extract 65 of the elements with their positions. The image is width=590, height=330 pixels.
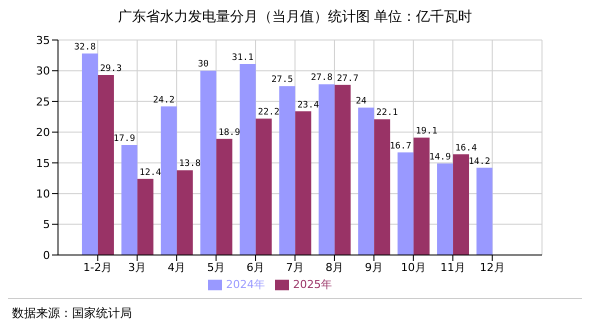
bar <box>137 178 154 255</box>
bar <box>279 86 296 255</box>
bar <box>476 168 492 255</box>
y-tick-label: 30 <box>36 64 50 78</box>
x-tick-label: 7月 <box>286 260 304 274</box>
data-label: 27.5 <box>271 75 294 86</box>
bar <box>437 163 454 255</box>
bar <box>374 119 390 255</box>
bar <box>453 154 470 255</box>
data-label: 14.9 <box>429 152 451 162</box>
y-tick-label: 10 <box>36 187 50 200</box>
y-tick-label: 15 <box>36 156 50 170</box>
source-note: 数据来源：国家统计局 <box>12 306 132 320</box>
x-tick-label: 3月 <box>128 260 146 274</box>
data-label: 29.3 <box>100 64 122 74</box>
data-label: 30 <box>198 60 209 70</box>
bar <box>358 108 374 255</box>
x-tick-label: 5月 <box>207 260 226 274</box>
data-label: 18.9 <box>218 128 240 138</box>
data-label: 31.1 <box>232 52 254 63</box>
data-label: 16.4 <box>455 143 477 154</box>
x-tick-label: 10月 <box>400 260 426 274</box>
data-label: 14.2 <box>468 156 490 167</box>
data-label: 16.7 <box>390 141 412 152</box>
data-label: 22.1 <box>376 108 398 118</box>
x-tick-label: 12月 <box>480 260 505 274</box>
x-tick-label: 9月 <box>364 260 383 274</box>
data-label: 12.4 <box>140 168 162 178</box>
bar <box>256 118 272 255</box>
data-label: 17.9 <box>114 134 136 144</box>
y-tick-label: 5 <box>43 218 50 232</box>
bar <box>398 152 414 255</box>
x-tick-label: 11月 <box>440 260 466 274</box>
bar <box>176 170 193 255</box>
chart-title: 广东省水力发电量分月（当月值）统计图 单位：亿千瓦时 <box>116 8 474 27</box>
data-label: 13.8 <box>179 159 201 170</box>
bar <box>318 84 335 255</box>
y-tick-label: 0 <box>43 248 50 262</box>
data-label: 23.4 <box>297 100 320 110</box>
x-tick-label: 6月 <box>246 260 265 274</box>
bar <box>82 54 98 255</box>
legend-label: 2025年 <box>293 278 332 291</box>
data-label: 32.8 <box>74 42 96 53</box>
data-label: 22.2 <box>258 108 280 118</box>
y-tick-label: 20 <box>36 126 50 140</box>
bar <box>200 70 216 255</box>
data-label: 24 <box>356 96 367 107</box>
y-tick-label: 25 <box>36 95 50 108</box>
bar <box>334 84 351 255</box>
x-tick-label: 4月 <box>168 260 186 274</box>
data-label: 27.8 <box>310 73 333 84</box>
x-tick-label: 8月 <box>325 260 344 274</box>
data-label: 27.7 <box>336 74 359 84</box>
data-label: 24.2 <box>153 95 175 106</box>
data-label: 19.1 <box>416 126 438 137</box>
bar <box>295 111 312 255</box>
bar <box>240 64 256 255</box>
bar <box>121 145 138 255</box>
y-tick-label: 35 <box>36 34 50 47</box>
bar <box>414 138 430 255</box>
bar <box>160 106 177 255</box>
legend-label: 2024年 <box>226 278 265 291</box>
bar <box>216 138 232 255</box>
bar <box>98 75 114 255</box>
x-tick-label: 1-2月 <box>83 260 112 274</box>
